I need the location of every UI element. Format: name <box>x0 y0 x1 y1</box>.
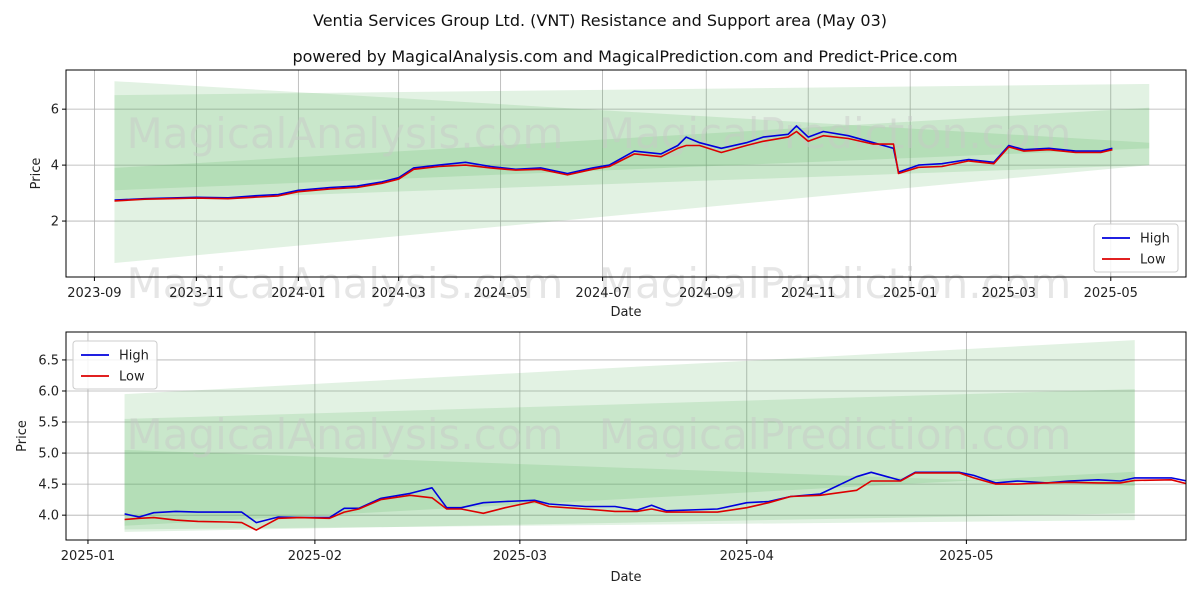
legend-box <box>72 340 158 390</box>
legend: High Low <box>72 340 158 390</box>
x-tick-label: 2025-05 <box>939 549 993 564</box>
support-resistance-bands <box>114 81 1150 264</box>
x-tick-label: 2025-02 <box>288 549 342 564</box>
x-tick-label: 2023-11 <box>169 286 223 301</box>
y-tick-label: 5.0 <box>38 447 59 462</box>
legend-label-low: Low <box>1140 253 1166 268</box>
x-tick-label: 2024-01 <box>271 286 325 301</box>
y-tick-label: 5.5 <box>38 416 59 431</box>
y-tick-label: 2 <box>51 215 59 230</box>
top-chart-panel: MagicalAnalysis.com MagicalPrediction.com… <box>29 69 1187 320</box>
x-tick-label: 2024-05 <box>473 286 527 301</box>
watermark: MagicalPrediction.com <box>599 259 1072 308</box>
y-tick-label: 6 <box>51 103 59 118</box>
watermark: MagicalAnalysis.com <box>127 109 564 158</box>
low-price-line <box>114 130 1113 202</box>
y-tick-label: 4 <box>51 159 59 174</box>
band-1 <box>114 81 1150 264</box>
x-tick-label: 2025-01 <box>61 549 115 564</box>
y-tick-label: 6.5 <box>38 353 59 368</box>
plot-frame <box>65 69 1187 278</box>
high-price-line <box>114 125 1113 201</box>
x-tick-label: 2024-03 <box>371 286 425 301</box>
watermark: MagicalAnalysis.com <box>127 410 564 459</box>
y-axis-label: Price <box>15 420 30 452</box>
support-resistance-bands <box>124 340 1135 532</box>
y-tick-label: 4.0 <box>38 509 59 524</box>
x-tick-label: 2025-03 <box>493 549 547 564</box>
plot-frame <box>65 331 1187 541</box>
low-price-line <box>124 472 1186 531</box>
x-tick-label: 2023-09 <box>67 286 121 301</box>
watermark: MagicalAnalysis.com <box>127 259 564 308</box>
bottom-chart-panel: MagicalAnalysis.com MagicalPrediction.com… <box>15 331 1187 585</box>
chart-subtitle: powered by MagicalAnalysis.com and Magic… <box>292 47 957 66</box>
legend-label-low: Low <box>119 370 145 385</box>
x-tick-label: 2025-01 <box>883 286 937 301</box>
y-tick-label: 6.0 <box>38 384 59 399</box>
y-axis-label: Price <box>29 158 44 190</box>
chart-title: Ventia Services Group Ltd. (VNT) Resista… <box>313 11 887 30</box>
x-tick-label: 2024-11 <box>781 286 835 301</box>
legend: High Low <box>1093 223 1179 273</box>
x-tick-label: 2024-09 <box>679 286 733 301</box>
band-3 <box>114 107 1150 191</box>
x-tick-label: 2025-05 <box>1084 286 1138 301</box>
band-2 <box>124 389 1135 532</box>
band-2 <box>114 83 1150 202</box>
y-tick-label: 4.5 <box>38 478 59 493</box>
x-axis-label: Date <box>610 305 641 320</box>
band-3 <box>124 449 1135 526</box>
x-tick-label: 2025-04 <box>720 549 774 564</box>
band-1 <box>124 340 1135 530</box>
legend-label-high: High <box>1140 232 1170 247</box>
x-tick-label: 2024-07 <box>575 286 629 301</box>
price-series <box>124 471 1186 531</box>
x-axis-label: Date <box>610 570 641 585</box>
x-tick-label: 2025-03 <box>982 286 1036 301</box>
price-series <box>114 125 1113 202</box>
watermark: MagicalPrediction.com <box>599 410 1072 459</box>
legend-label-high: High <box>119 349 149 364</box>
legend-box <box>1093 223 1179 273</box>
